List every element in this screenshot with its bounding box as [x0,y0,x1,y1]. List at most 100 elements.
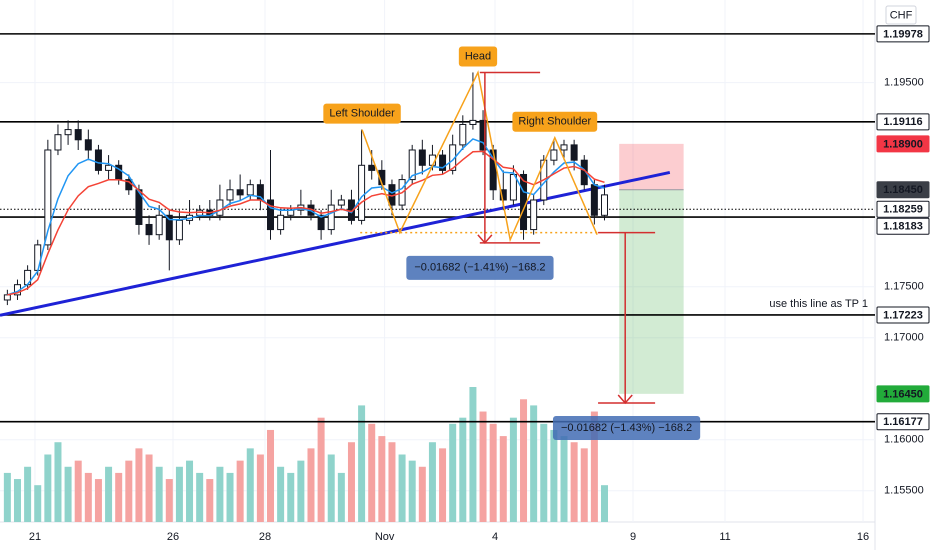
volume-bar [479,411,487,522]
candle-body [3,294,11,301]
candle-body [479,119,487,151]
volume-bar [105,466,113,522]
volume-bar [550,429,558,522]
price-box-label: 1.16450 [883,388,923,400]
volume-bar [115,472,123,522]
candle-body [590,184,598,216]
candle-body [530,199,538,231]
candle-body [105,164,113,171]
currency-box [885,5,917,25]
volume-bar [34,485,42,522]
level-note: use this line as TP 1 [769,298,868,310]
volume-bar [378,436,386,522]
pattern-label-box [458,46,498,67]
x-tick-label: 28 [259,531,271,543]
volume-bar [216,466,224,522]
price-box [876,413,930,431]
candle-body [337,199,345,206]
pattern-label: Head [465,50,491,62]
candle-body [550,149,558,161]
volume-bar [175,466,183,522]
volume-bar [307,448,315,522]
volume-bar [297,460,305,522]
target-zone [619,189,684,394]
candle-body [317,214,325,231]
measure-arrow [617,394,633,405]
pattern-label: Right Shoulder [518,116,591,128]
volume-bar [226,472,234,522]
candle-body [44,149,52,246]
measure-label: −0.01682 (−1.41%) −168.2 [414,262,545,274]
measure-label-box [406,255,554,280]
candle-body [368,164,376,171]
x-tick-label: 26 [167,531,179,543]
price-box-label: 1.19978 [883,28,923,40]
y-tick-label: 1.15500 [884,485,924,497]
volume-bar [267,429,275,522]
volume-bar [570,442,578,522]
volume-bar [155,466,163,522]
candle-body [277,214,285,231]
price-box [876,181,930,199]
volume-bar [408,460,416,522]
moving-average [7,150,605,296]
volume-bar [256,454,264,522]
x-tick-label: Nov [375,531,395,543]
measure-label: −0.01682 (−1.43%) −168.2 [561,422,692,434]
volume-bar [590,411,598,522]
volume-bar [580,448,588,522]
volume-bar [246,448,254,522]
volume-bar [145,454,153,522]
moving-average [7,138,605,296]
candle-body [226,189,234,201]
price-box-label: 1.17223 [883,309,923,321]
candle-body [34,244,42,271]
pattern-label-box [323,103,401,124]
candle-body [246,184,254,196]
measure-arrow [477,234,493,244]
y-tick-label: 1.17000 [884,332,924,344]
volume-bar [499,436,507,522]
volume-bar [418,466,426,522]
candle-body [267,199,275,231]
stop-zone [619,143,684,190]
price-box [876,135,930,153]
volume-bar [317,417,325,522]
candle-body [327,204,335,231]
pattern-label: Left Shoulder [329,107,395,119]
volume-bar [74,460,82,522]
volume-bar [347,442,355,522]
price-box [876,217,930,235]
volume-bar [3,472,11,522]
candle-body [236,189,244,196]
candle-body [570,144,578,161]
volume-bar [54,442,62,522]
candle-body [439,154,447,171]
volume-bar [540,423,548,522]
candle-body [64,129,72,136]
volume-bar [600,485,608,522]
volume-bar [135,448,143,522]
price-box-label: 1.18183 [883,221,923,233]
candle-body [94,149,102,171]
volume-bar [206,479,214,522]
candle-body [560,144,568,151]
volume-bar [84,472,92,522]
volume-bar [469,387,477,522]
volume-bar [277,466,285,522]
measure-label-box [552,416,701,441]
price-box [876,385,930,403]
volume-bar [24,466,32,522]
price-box [876,113,930,131]
price-box [876,25,930,43]
volume-bar [449,423,457,522]
volume-bar [560,436,568,522]
x-tick-label: 9 [630,531,636,543]
candle-body [84,139,92,151]
x-tick-label: 21 [29,531,41,543]
volume-bar [64,466,72,522]
candle-body [165,214,173,241]
y-tick-label: 1.16000 [884,434,924,446]
candle-body [600,194,608,216]
